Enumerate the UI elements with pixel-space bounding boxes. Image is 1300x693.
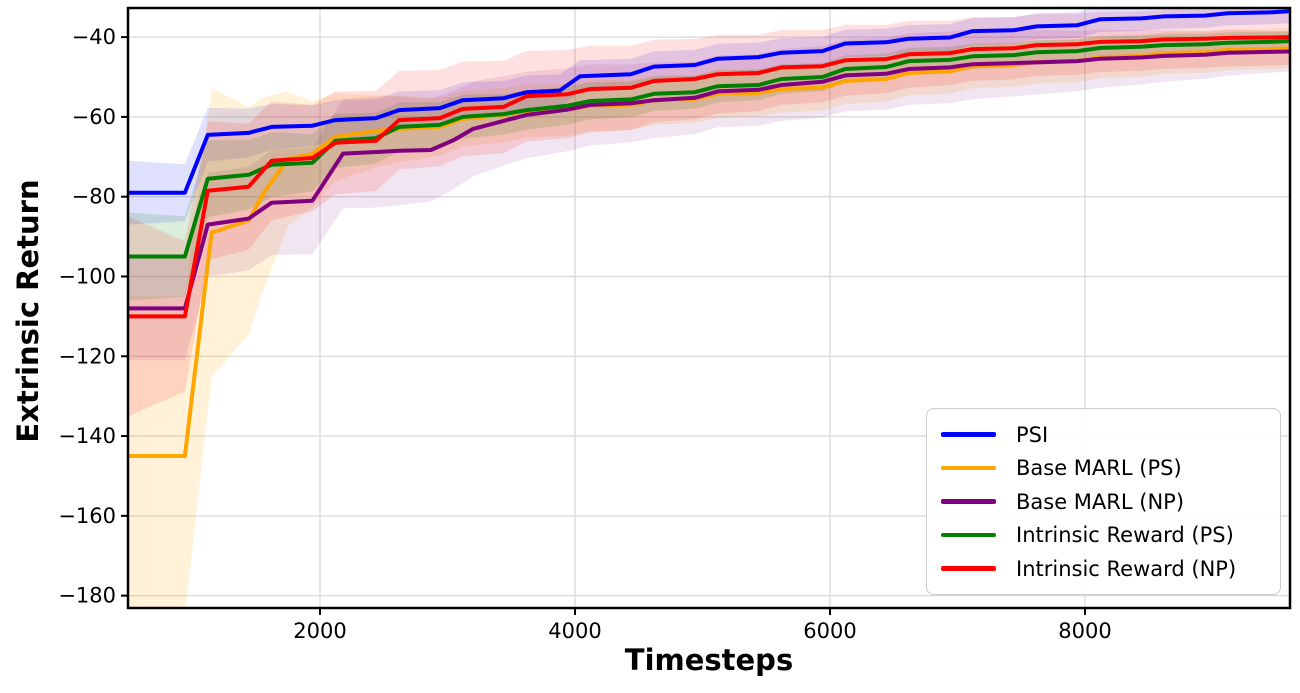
legend-label-intrinsic-ps: Intrinsic Reward (PS) (1016, 523, 1234, 547)
legend-item: PSI (941, 423, 1280, 447)
x-axis-label: Timesteps (624, 643, 794, 677)
svg-text:−120: −120 (58, 344, 116, 368)
legend-item: Base MARL (NP) (941, 490, 1280, 514)
svg-text:−160: −160 (58, 504, 116, 528)
legend-swatch-intrinsic-ps (941, 532, 996, 538)
legend: PSI Base MARL (PS) Base MARL (NP) Intrin… (926, 408, 1281, 595)
legend-item: Base MARL (PS) (941, 456, 1280, 480)
svg-text:−100: −100 (58, 264, 116, 288)
svg-text:−180: −180 (58, 584, 116, 608)
legend-item: Intrinsic Reward (NP) (941, 557, 1280, 581)
svg-text:−60: −60 (72, 105, 116, 129)
svg-text:2000: 2000 (293, 619, 346, 643)
svg-text:6000: 6000 (803, 619, 856, 643)
legend-label-psi: PSI (1016, 422, 1049, 447)
svg-text:4000: 4000 (548, 619, 601, 643)
svg-text:−140: −140 (58, 424, 116, 448)
legend-swatch-base-marl-ps (941, 465, 996, 471)
y-axis-label: Extrinsic Return (11, 179, 45, 443)
legend-swatch-psi (941, 432, 996, 437)
svg-text:−80: −80 (72, 185, 116, 209)
legend-label-base-marl-np: Base MARL (NP) (1016, 489, 1185, 514)
legend-label-intrinsic-np: Intrinsic Reward (NP) (1016, 556, 1237, 581)
legend-swatch-base-marl-np (941, 499, 996, 504)
svg-text:−40: −40 (72, 25, 116, 49)
svg-text:8000: 8000 (1058, 619, 1111, 643)
legend-label-base-marl-ps: Base MARL (PS) (1016, 456, 1182, 480)
legend-item: Intrinsic Reward (PS) (941, 523, 1280, 547)
legend-swatch-intrinsic-np (941, 566, 996, 571)
